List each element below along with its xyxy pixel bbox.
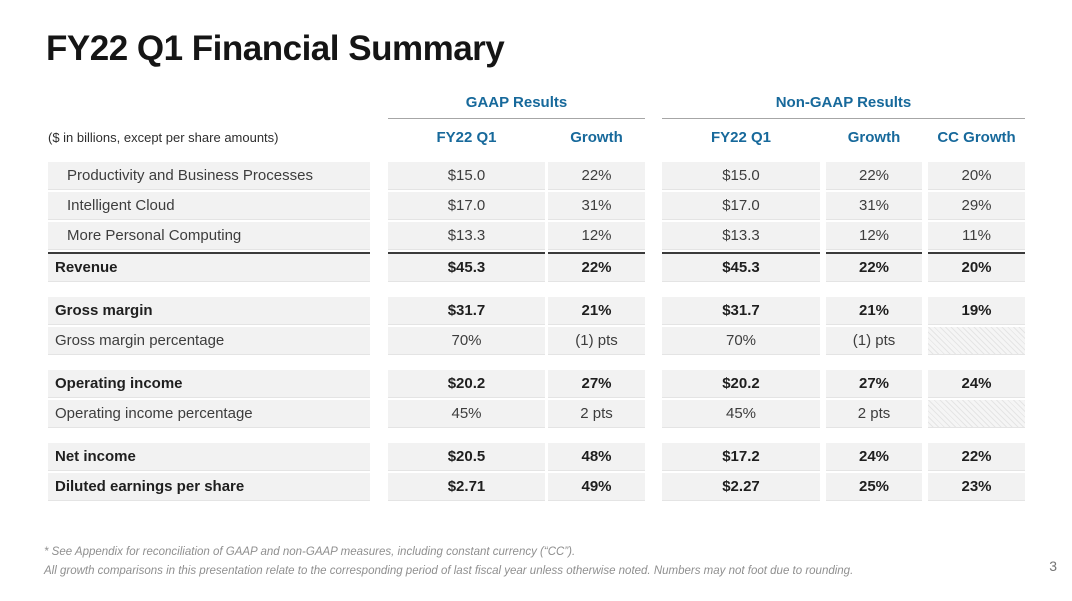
- na-hatched-cell: [928, 327, 1025, 355]
- cell-gaap-growth: (1) pts: [548, 327, 645, 355]
- cell-gaap-q1: $20.2: [388, 370, 545, 398]
- row-label: Net income: [48, 443, 370, 471]
- cell-gaap-q1: 70%: [388, 327, 545, 355]
- row-label: Revenue: [48, 252, 370, 282]
- column-header-row: ($ in billions, except per share amounts…: [48, 127, 1025, 149]
- group-spacer: [48, 284, 1025, 297]
- cell-non-gaap-q1: $20.2: [662, 370, 820, 398]
- cell-non-gaap-growth: 27%: [826, 370, 922, 398]
- cell-non-gaap-growth: 25%: [826, 473, 922, 501]
- cell-non-gaap-q1: $45.3: [662, 252, 820, 282]
- row-label: Gross margin: [48, 297, 370, 325]
- cell-gaap-growth: 48%: [548, 443, 645, 471]
- cell-gaap-growth: 12%: [548, 222, 645, 250]
- cell-gaap-q1: $20.5: [388, 443, 545, 471]
- gaap-results-header: GAAP Results: [388, 94, 645, 119]
- cell-non-gaap-growth: 21%: [826, 297, 922, 325]
- cell-non-gaap-cc-growth: 11%: [928, 222, 1025, 250]
- cell-gaap-q1: $13.3: [388, 222, 545, 250]
- table-row: Net income $20.5 48% $17.2 24% 22%: [48, 443, 1025, 471]
- row-label: Intelligent Cloud: [48, 192, 370, 220]
- cell-gaap-growth: 22%: [548, 162, 645, 190]
- gaap-fy22q1-column-header: FY22 Q1: [436, 129, 497, 146]
- page-number: 3: [1049, 558, 1057, 574]
- cell-gaap-growth: 2 pts: [548, 400, 645, 428]
- group-spacer: [48, 430, 1025, 443]
- table-row: Operating income percentage 45% 2 pts 45…: [48, 400, 1025, 428]
- cell-non-gaap-q1: $17.2: [662, 443, 820, 471]
- cell-gaap-q1: $45.3: [388, 252, 545, 282]
- cell-gaap-growth: 27%: [548, 370, 645, 398]
- group-spacer: [48, 357, 1025, 370]
- non-gaap-growth-column-header: Growth: [847, 129, 901, 146]
- cell-non-gaap-growth: 22%: [826, 252, 922, 282]
- cell-non-gaap-growth: 31%: [826, 192, 922, 220]
- cell-non-gaap-cc-growth: 20%: [928, 252, 1025, 282]
- cell-non-gaap-growth: 22%: [826, 162, 922, 190]
- gaap-growth-column-header: Growth: [570, 129, 623, 146]
- table-row: Diluted earnings per share $2.71 49% $2.…: [48, 473, 1025, 501]
- table-body: Productivity and Business Processes $15.…: [48, 162, 1025, 501]
- financial-summary-table: GAAP Results Non-GAAP Results ($ in bill…: [48, 94, 1025, 503]
- cell-non-gaap-growth: 24%: [826, 443, 922, 471]
- table-row-revenue-total: Revenue $45.3 22% $45.3 22% 20%: [48, 252, 1025, 282]
- cell-gaap-growth: 49%: [548, 473, 645, 501]
- footnote-line-1: * See Appendix for reconciliation of GAA…: [44, 546, 576, 558]
- cell-gaap-q1: $2.71: [388, 473, 545, 501]
- na-hatched-cell: [928, 400, 1025, 428]
- table-row: Gross margin $31.7 21% $31.7 21% 19%: [48, 297, 1025, 325]
- cell-non-gaap-q1: 45%: [662, 400, 820, 428]
- cell-non-gaap-cc-growth: 19%: [928, 297, 1025, 325]
- table-row: Productivity and Business Processes $15.…: [48, 162, 1025, 190]
- cell-non-gaap-cc-growth: 23%: [928, 473, 1025, 501]
- cell-non-gaap-cc-growth: 29%: [928, 192, 1025, 220]
- row-label: More Personal Computing: [48, 222, 370, 250]
- non-gaap-cc-growth-column-header: CC Growth: [937, 129, 1016, 146]
- cell-non-gaap-q1: $15.0: [662, 162, 820, 190]
- cell-non-gaap-growth: 12%: [826, 222, 922, 250]
- footnotes: * See Appendix for reconciliation of GAA…: [44, 543, 1024, 580]
- cell-gaap-q1: $15.0: [388, 162, 545, 190]
- cell-non-gaap-q1: $2.27: [662, 473, 820, 501]
- table-row: More Personal Computing $13.3 12% $13.3 …: [48, 222, 1025, 250]
- row-label: Diluted earnings per share: [48, 473, 370, 501]
- table-row: Gross margin percentage 70% (1) pts 70% …: [48, 327, 1025, 355]
- table-row: Intelligent Cloud $17.0 31% $17.0 31% 29…: [48, 192, 1025, 220]
- cell-gaap-growth: 21%: [548, 297, 645, 325]
- cell-non-gaap-cc-growth: 22%: [928, 443, 1025, 471]
- cell-gaap-growth: 22%: [548, 252, 645, 282]
- units-note: ($ in billions, except per share amounts…: [48, 130, 279, 145]
- cell-gaap-q1: 45%: [388, 400, 545, 428]
- cell-gaap-q1: $17.0: [388, 192, 545, 220]
- cell-non-gaap-q1: $17.0: [662, 192, 820, 220]
- cell-non-gaap-cc-growth: 20%: [928, 162, 1025, 190]
- cell-gaap-q1: $31.7: [388, 297, 545, 325]
- cell-non-gaap-cc-growth: 24%: [928, 370, 1025, 398]
- cell-non-gaap-growth: 2 pts: [826, 400, 922, 428]
- row-label: Gross margin percentage: [48, 327, 370, 355]
- row-label: Operating income: [48, 370, 370, 398]
- cell-non-gaap-q1: $13.3: [662, 222, 820, 250]
- cell-non-gaap-q1: $31.7: [662, 297, 820, 325]
- non-gaap-results-header: Non-GAAP Results: [662, 94, 1025, 119]
- group-header-row: GAAP Results Non-GAAP Results: [48, 94, 1025, 119]
- cell-non-gaap-growth: (1) pts: [826, 327, 922, 355]
- table-row: Operating income $20.2 27% $20.2 27% 24%: [48, 370, 1025, 398]
- cell-non-gaap-q1: 70%: [662, 327, 820, 355]
- row-label: Productivity and Business Processes: [48, 162, 370, 190]
- non-gaap-fy22q1-column-header: FY22 Q1: [710, 129, 772, 146]
- page-title: FY22 Q1 Financial Summary: [46, 29, 505, 68]
- row-label: Operating income percentage: [48, 400, 370, 428]
- cell-gaap-growth: 31%: [548, 192, 645, 220]
- footnote-line-2: All growth comparisons in this presentat…: [44, 564, 854, 577]
